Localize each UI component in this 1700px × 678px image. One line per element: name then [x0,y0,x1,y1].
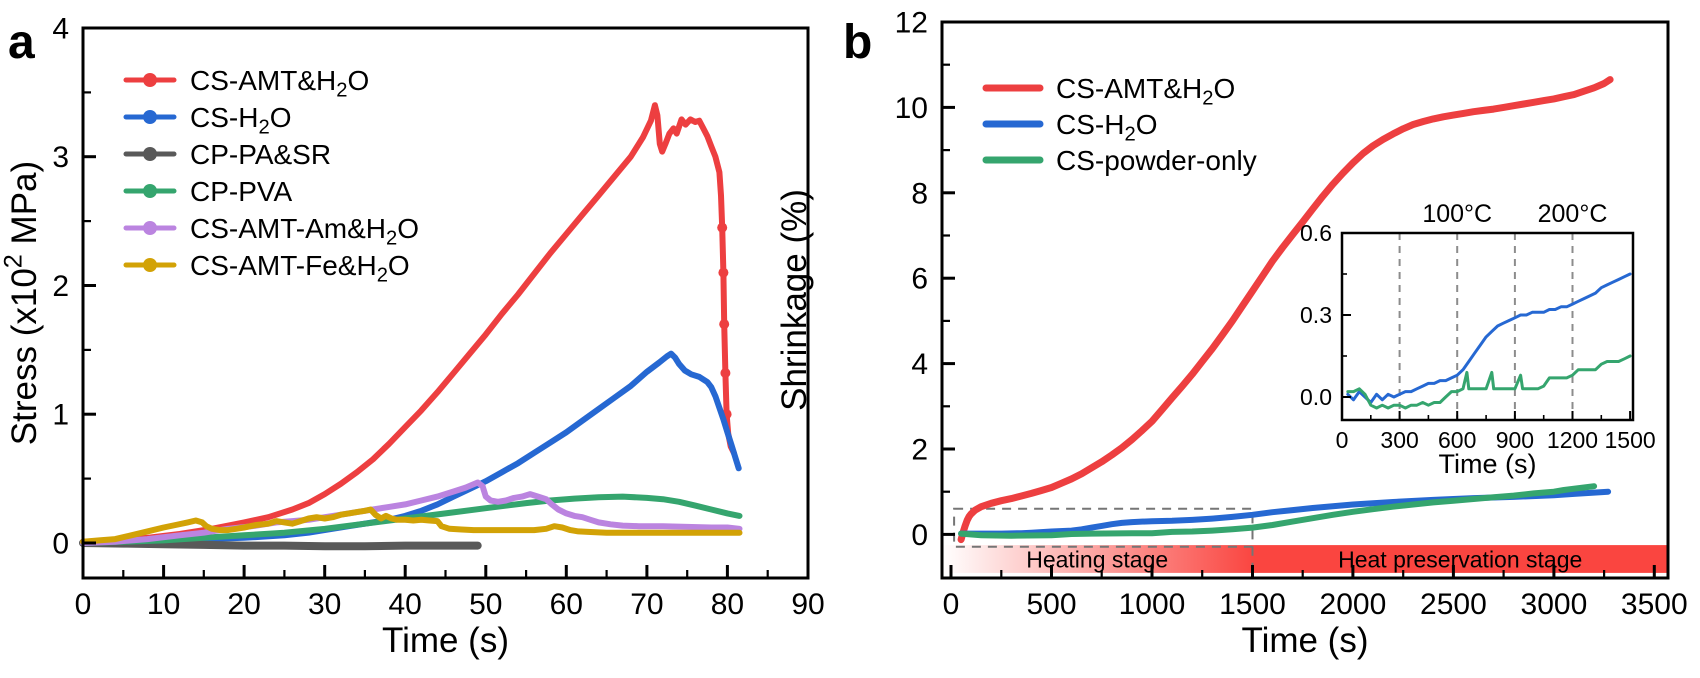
stage-bar [942,545,1668,573]
series-cs-h2o [1346,272,1632,404]
legend-dot-cs-amt-fe-h2o [143,258,157,272]
x-tick-label: 50 [469,588,502,621]
shrinkage-inset-chart-background [1342,233,1633,420]
y-tick-label: 3 [52,141,69,174]
shrinkage-chart: Heating stage Heat preservation stage 0 500… [775,7,1688,661]
y-tick-label: 1 [52,399,69,432]
x-tick-label: 1000 [1119,588,1186,621]
x-tick-label: 0 [943,588,960,621]
x-tick-label: 70 [630,588,663,621]
series-cs-amt-h2o-marker [718,267,729,278]
shrinkage-chart-frame [940,20,1670,580]
stress-chart-y-axis-title: Stress (x102 MPa) [0,161,44,445]
y-tick-label: 0.6 [1300,220,1332,246]
x-tick-label: 30 [308,588,341,621]
y-tick-label: 2 [52,270,69,303]
x-tick-label: 600 [1438,427,1476,453]
y-tick-label: 8 [911,177,928,210]
y-tick-label: 0 [52,528,69,561]
shrinkage-inset-chart-frame [1340,231,1635,422]
stress-chart-x-axis-title: Time (s) [382,621,509,660]
series-cs-amt-h2o-marker [720,368,731,378]
legend-dot-cp-pa-sr [143,147,157,161]
x-tick-label: 20 [227,588,260,621]
y-tick-label: 6 [911,263,928,296]
legend-label-cs-amt-am-h2o: CS-AMT-Am&H2O [190,213,419,249]
x-tick-label: 90 [791,588,824,621]
y-tick-label: 0 [911,519,928,552]
shrinkage-chart-x-axis-title: Time (s) [1241,621,1368,660]
panel-label-b: b [843,16,872,69]
series-cs-amt-h2o [957,76,1614,544]
legend-label-cp-pva: CP-PVA [190,176,292,207]
x-tick-label: 60 [550,588,583,621]
y-tick-label: 4 [911,348,928,381]
x-tick-label: 0 [75,588,92,621]
shrinkage-inset-chart: 0 300 600 900 1200 1500 0.0 0.3 0.6 Time (s) 100°C… [1300,200,1656,479]
x-tick-label: 2500 [1420,588,1487,621]
legend-dot-cp-pva [143,184,157,198]
legend-dot-cs-h2o [143,110,157,124]
stress-chart: 0 10 20 30 40 50 60 70 80 90 0 1 2 3 4 Time (s) Stress (… [0,13,825,661]
x-tick-label: 3500 [1621,588,1688,621]
x-tick-label: 1500 [1605,427,1656,453]
x-tick-label: 2000 [1320,588,1387,621]
panel-label-a: a [8,16,35,69]
legend-dot-cs-amt-h2o [143,73,157,87]
heat-preservation-stage-label: Heat preservation stage [1338,546,1582,572]
x-tick-label: 900 [1496,427,1534,453]
heating-stage-label: Heating stage [1026,546,1168,572]
legend-label-cs-h2o: CS-H2O [190,102,291,138]
shrinkage-inset-chart-x-axis-title: Time (s) [1439,449,1537,479]
x-tick-label: 3000 [1521,588,1588,621]
legend-label-cs-amt-h2o: CS-AMT&H2O [1056,73,1235,109]
y-tick-label: 12 [895,7,928,40]
x-tick-label: 10 [147,588,180,621]
legend-label-cs-amt-fe-h2o: CS-AMT-Fe&H2O [190,250,410,286]
temperature-label: 200°C [1538,200,1608,228]
x-tick-label: 500 [1026,588,1076,621]
legend-label-cs-amt-h2o: CS-AMT&H2O [190,65,369,101]
y-tick-label: 4 [52,13,69,46]
y-tick-label: 2 [911,434,928,467]
series-cp-pa-sr [79,539,482,551]
series-cs-amt-h2o [80,102,737,545]
series-cs-powder-only [958,483,1598,539]
temperature-label: 100°C [1422,200,1492,228]
series-cs-amt-fe-h2o [80,506,743,545]
x-tick-label: 300 [1380,427,1418,453]
legend-label-cp-pa-sr: CP-PA&SR [190,139,331,170]
x-tick-label: 80 [711,588,744,621]
x-tick-label: 1200 [1547,427,1598,453]
zoom-region-box [953,507,1254,548]
series-cs-amt-h2o-marker [717,222,728,233]
x-tick-label: 40 [389,588,422,621]
legend-label-cs-h2o: CS-H2O [1056,109,1157,145]
legend-dot-cs-amt-am-h2o [143,221,157,235]
y-tick-label: 0.0 [1300,384,1332,410]
y-tick-label: 0.3 [1300,302,1332,328]
series-cp-pva [80,493,743,546]
shrinkage-chart-y-axis-title: Shrinkage (%) [775,189,814,411]
legend-label-cs-powder-only: CS-powder-only [1056,145,1257,176]
x-tick-label: 1500 [1219,588,1286,621]
x-tick-label: 0 [1336,427,1349,453]
series-cs-powder-only [1346,354,1632,410]
series-cs-amt-h2o-marker [719,319,730,330]
y-tick-label: 10 [895,92,928,125]
